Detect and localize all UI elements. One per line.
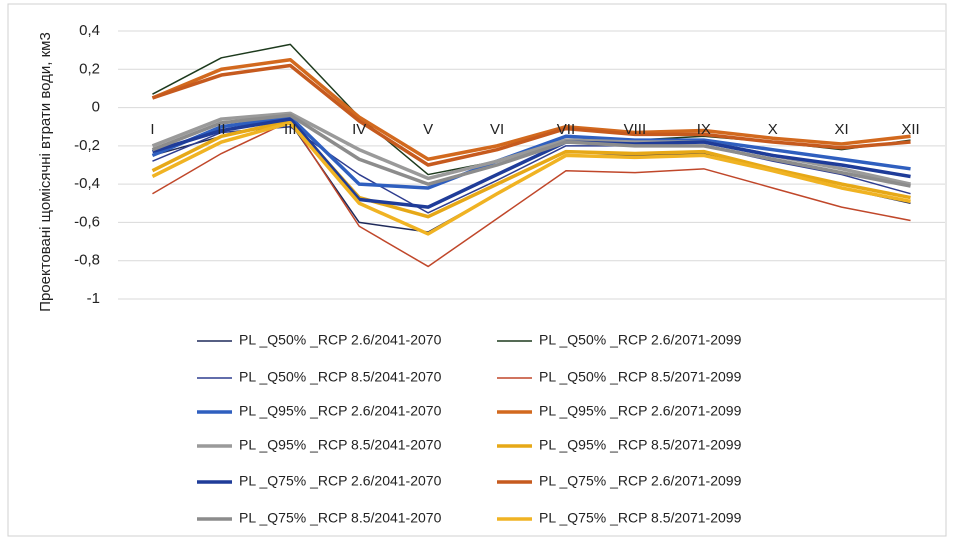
y-tick-label: 0,2 [79, 60, 100, 77]
y-axis-label: Проектовані щомісячні втрати води, км3 [37, 32, 54, 312]
legend-label: PL _Q75% _RCP 2.6/2041-2070 [239, 473, 442, 489]
x-tick-label: VIII [624, 121, 647, 138]
legend-label: PL _Q50% _RCP 8.5/2041-2070 [239, 369, 442, 385]
legend-label: PL _Q95% _RCP 8.5/2041-2070 [239, 437, 442, 453]
legend-label: PL _Q75% _RCP 2.6/2071-2099 [539, 473, 742, 489]
series-line [151, 121, 911, 236]
x-tick-label: I [150, 121, 154, 138]
y-tick-label: -0,4 [74, 175, 100, 192]
x-tick-label: IV [352, 121, 366, 138]
legend-label: PL _Q75% _RCP 8.5/2071-2099 [539, 510, 742, 526]
legend-label: PL _Q95% _RCP 2.6/2041-2070 [239, 403, 442, 419]
y-tick-label: -0,2 [74, 137, 100, 154]
x-tick-label: IX [697, 121, 711, 138]
x-tick-label: VII [557, 121, 575, 138]
x-tick-label: VI [490, 121, 504, 138]
x-tick-label: X [768, 121, 778, 138]
legend-label: PL _Q50% _RCP 8.5/2071-2099 [539, 369, 742, 385]
legend-label: PL _Q50% _RCP 2.6/2071-2099 [539, 332, 742, 348]
series-line [151, 119, 911, 219]
legend-label: PL _Q50% _RCP 2.6/2041-2070 [239, 332, 442, 348]
x-tick-label: II [217, 121, 225, 138]
y-tick-label: -0,8 [74, 252, 100, 269]
legend-label: PL _Q95% _RCP 8.5/2071-2099 [539, 437, 742, 453]
x-tick-label: XI [835, 121, 849, 138]
x-tick-label: V [423, 121, 433, 138]
series-line [151, 117, 911, 209]
series-line [151, 115, 911, 190]
y-tick-label: 0,4 [79, 22, 100, 39]
series-line [151, 113, 911, 188]
y-tick-label: -0,6 [74, 213, 100, 230]
y-tick-label: 0 [92, 99, 100, 116]
x-tick-label: III [284, 121, 297, 138]
x-tick-label: XII [901, 121, 919, 138]
chart-frame [7, 3, 947, 537]
series-line [151, 63, 911, 167]
legend-label: PL _Q95% _RCP 2.6/2071-2099 [539, 403, 742, 419]
legend-label: PL _Q75% _RCP 8.5/2041-2070 [239, 510, 442, 526]
y-tick-label: -1 [87, 290, 100, 307]
series-line [151, 57, 911, 162]
